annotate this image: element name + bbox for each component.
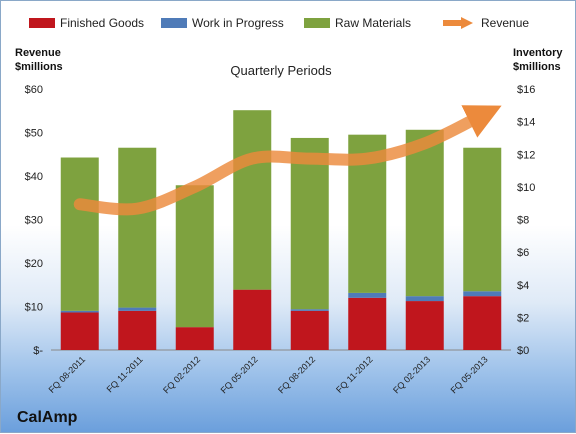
left-tick-label: $60: [25, 84, 43, 96]
category-label: FQ 05-2013: [449, 354, 490, 395]
right-axis-title-line-1: Inventory: [513, 47, 563, 59]
category-label: FQ 08-2012: [276, 354, 317, 395]
category-label: FQ 02-2012: [161, 354, 202, 395]
legend-label-raw-materials: Raw Materials: [335, 16, 412, 30]
bar-finished-goods: [175, 327, 214, 350]
legend-arrow-revenue: [443, 17, 473, 29]
revenue-line: [73, 105, 502, 216]
bar-finished-goods: [405, 301, 444, 350]
left-tick-label: $40: [25, 171, 43, 183]
category-label: FQ 02-2013: [391, 354, 432, 395]
right-tick-label: $6: [517, 247, 529, 259]
bar-work-in-progress: [463, 291, 502, 297]
right-tick-label: $16: [517, 84, 535, 96]
left-tick-label: $10: [25, 302, 43, 314]
right-axis-title-line-2: $millions: [513, 61, 561, 73]
revenue-point: [194, 186, 195, 187]
legend-item-revenue: Revenue: [441, 16, 529, 30]
right-tick-label: $2: [517, 312, 529, 324]
legend-swatch-work-in-progress: [161, 18, 187, 28]
left-axis-title: Revenue $millions: [15, 46, 63, 74]
legend-label-work-in-progress: Work in Progress: [192, 16, 284, 30]
bar-work-in-progress: [290, 309, 329, 311]
revenue-point: [137, 208, 138, 209]
legend-label-finished-goods: Finished Goods: [60, 16, 145, 30]
category-label: FQ 11-2011: [105, 354, 145, 394]
right-tick-label: $14: [517, 117, 535, 129]
right-tick-label: $10: [517, 182, 535, 194]
bar-raw-materials: [290, 137, 329, 310]
right-tick-label: $12: [517, 149, 535, 161]
legend-swatch-raw-materials: [304, 18, 330, 28]
revenue-point: [482, 115, 483, 116]
left-tick-label: $50: [25, 128, 43, 140]
category-label: FQ 05-2012: [219, 354, 260, 395]
bar-raw-materials: [405, 129, 444, 297]
revenue-point: [252, 158, 253, 159]
bar-raw-materials: [463, 147, 502, 292]
bar-finished-goods: [290, 310, 329, 350]
chart-title: Quarterly Periods: [230, 63, 332, 78]
bar-finished-goods: [463, 296, 502, 350]
bar-finished-goods: [118, 310, 157, 350]
legend-item-work-in-progress: Work in Progress: [161, 16, 284, 30]
legend-label-revenue: Revenue: [481, 16, 530, 30]
bar-raw-materials: [118, 147, 157, 308]
revenue-point: [79, 204, 80, 205]
category-label: FQ 11-2012: [334, 354, 375, 395]
left-tick-label: $20: [25, 258, 43, 270]
legend-item-raw-materials: Raw Materials: [304, 16, 411, 30]
bar-work-in-progress: [60, 310, 99, 313]
category-label: FQ 08-2011: [47, 354, 88, 395]
bar-raw-materials: [233, 110, 272, 290]
left-tick-label: $30: [25, 215, 43, 227]
revenue-point: [367, 158, 368, 159]
left-tick-label: $-: [33, 345, 43, 357]
legend-item-finished-goods: Finished Goods: [29, 16, 144, 30]
left-axis-title-line-1: Revenue: [15, 47, 61, 59]
bar-work-in-progress: [348, 292, 387, 298]
legend-swatch-finished-goods: [29, 18, 55, 28]
right-tick-label: $4: [517, 280, 529, 292]
revenue-point: [424, 143, 425, 144]
bar-work-in-progress: [118, 307, 157, 311]
bar-raw-materials: [60, 157, 99, 311]
right-axis-title: Inventory $millions: [513, 46, 563, 74]
company-name: CalAmp: [17, 409, 78, 426]
revenue-point: [309, 158, 310, 159]
left-axis-title-line-2: $millions: [15, 61, 63, 73]
right-tick-label: $8: [517, 215, 529, 227]
bar-work-in-progress: [405, 296, 444, 302]
bar-finished-goods: [233, 289, 272, 350]
bar-raw-materials: [175, 185, 214, 328]
bar-finished-goods: [348, 297, 387, 350]
right-tick-label: $0: [517, 345, 529, 357]
bar-finished-goods: [60, 312, 99, 350]
